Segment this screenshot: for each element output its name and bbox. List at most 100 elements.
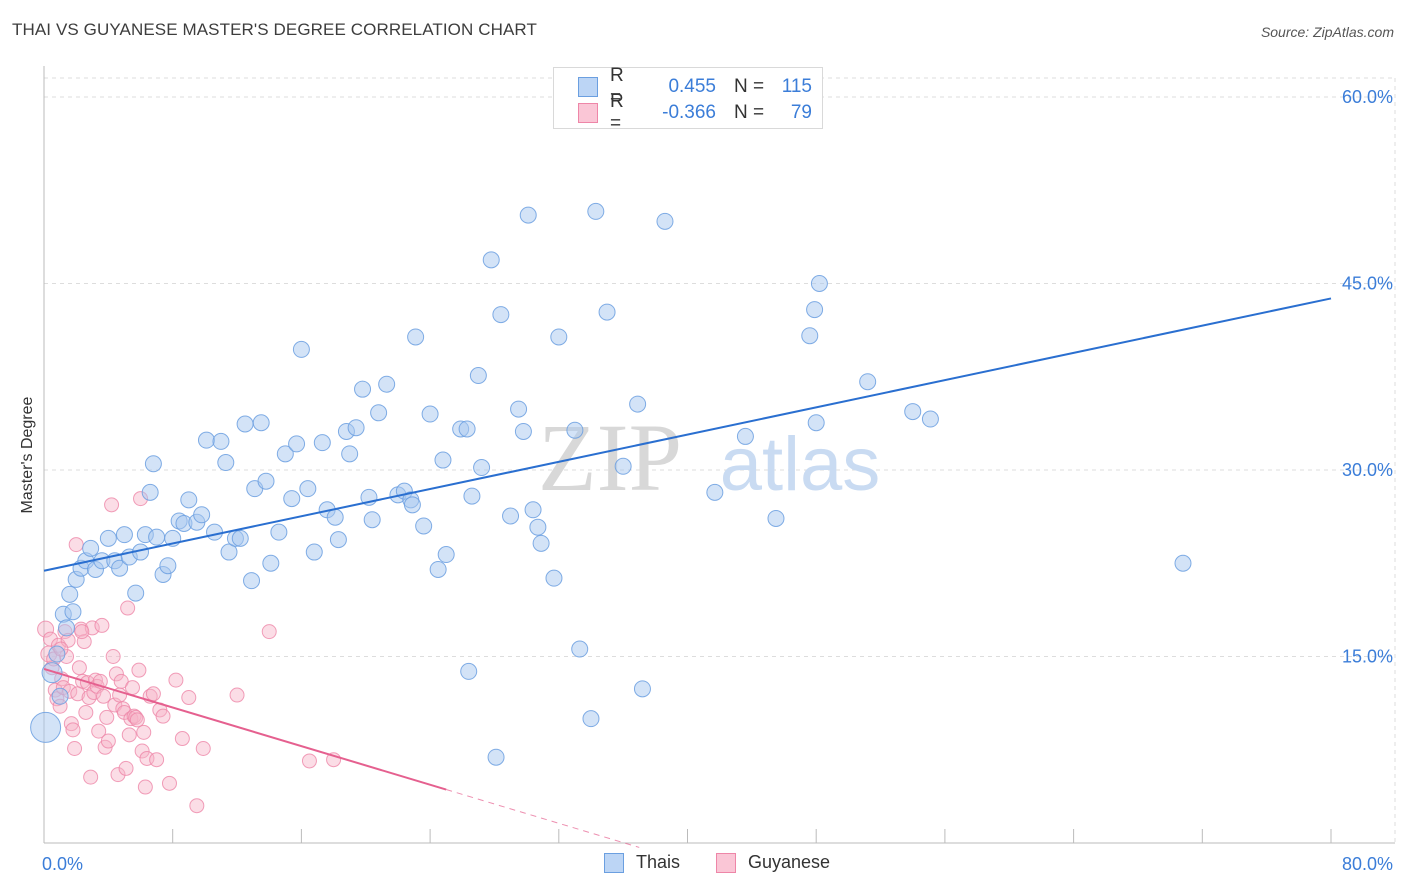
thais-point [921,410,939,428]
tick-labels: 15.0% 30.0% 45.0% 60.0% 0.0% 80.0% [42,87,1393,874]
thais-point [582,710,600,728]
guyanese-point [129,712,145,728]
legend-row-guyanese: R = -0.366 N = 79 [578,91,812,134]
guyanese-swatch [716,852,736,873]
source-label: Source: ZipAtlas.com [1260,24,1394,40]
thais-point [313,434,331,452]
guyanese-point [83,769,99,785]
thais-point [363,511,381,529]
thais-point [82,539,100,557]
guyanese-point [113,673,129,689]
guyanese-point [110,767,126,783]
thais-point [519,206,537,224]
thais-point [492,306,510,324]
thais-point [115,526,133,544]
thais-points [30,202,1192,766]
thais-swatch [604,852,624,873]
guyanese-point [108,666,124,682]
thais-point [288,435,306,453]
legend-item-thais[interactable]: Thais [604,852,680,873]
thais-point [1174,554,1192,572]
y-tick-label: 30.0% [1342,460,1393,480]
thais-point [48,645,66,663]
thais-point [502,507,520,525]
thais-point [193,506,211,524]
legend-label-thais: Thais [636,852,681,872]
guyanese-point [67,741,83,757]
thais-point [252,414,270,432]
guyanese-point [145,686,161,702]
thais-point [550,328,568,346]
thais-point [403,496,421,514]
thais-point [434,451,452,469]
thais-point [283,490,301,508]
thais-point [212,432,230,450]
thais-point [736,427,754,445]
thais-point [801,327,819,345]
guyanese-point [195,741,211,757]
thais-point [206,523,224,541]
thais-point [231,529,249,547]
r-label: R = [610,65,624,108]
thais-point [859,373,877,391]
guyanese-trend-line [43,667,447,791]
thais-point [421,405,439,423]
thais-point [262,554,280,572]
thais-point [473,459,491,477]
r-label: R = [610,91,624,134]
thais-point [99,529,117,547]
guyanese-point [96,688,112,704]
series-legend: Thais Guyanese [0,852,1406,876]
thais-point [458,420,476,438]
guyanese-swatch [578,103,598,123]
x-tick-label: 80.0% [1342,854,1393,874]
guyanese-point [120,600,136,616]
thais-point [633,680,651,698]
thais-point [111,559,129,577]
guyanese-point [181,690,197,706]
n-label: N = [734,102,765,123]
thais-point [706,483,724,501]
guyanese-trend-extension [446,789,640,848]
thais-point [469,367,487,385]
n-value: 79 [790,102,812,123]
thais-point [810,275,828,292]
thais-point [532,534,550,552]
guyanese-point [161,775,177,791]
thais-point [415,517,433,535]
y-tick-label: 45.0% [1342,274,1393,294]
guyanese-point [155,708,171,724]
thais-point [141,483,159,501]
thais-point [524,501,542,519]
thais-point [197,431,215,449]
thais-point [482,251,500,269]
chart-title: THAI VS GUYANESE MASTER'S DEGREE CORRELA… [12,20,537,39]
thais-point [41,662,63,684]
n-label: N = [734,76,765,97]
guyanese-point [37,620,55,638]
thais-point [807,414,825,432]
thais-point [767,509,785,527]
guyanese-point [137,779,153,795]
guyanese-point [74,624,90,640]
legend-label-guyanese: Guyanese [748,852,831,872]
thais-point [341,445,359,463]
guyanese-point [168,672,184,688]
thais-point [58,619,76,637]
thais-point [354,380,372,398]
thais-point [144,455,162,473]
guyanese-point [174,731,190,747]
thais-point [514,422,532,440]
guyanese-point [63,716,79,732]
thais-point [407,328,425,346]
r-value: -0.366 [662,102,716,123]
thais-point [217,454,235,472]
thais-trend-line [43,297,1332,572]
thais-point [305,543,323,561]
thais-point [61,585,79,603]
guyanese-point [189,798,205,814]
legend-item-guyanese[interactable]: Guyanese [716,852,830,873]
thais-point [148,528,166,546]
x-tick-label: 0.0% [42,854,83,874]
